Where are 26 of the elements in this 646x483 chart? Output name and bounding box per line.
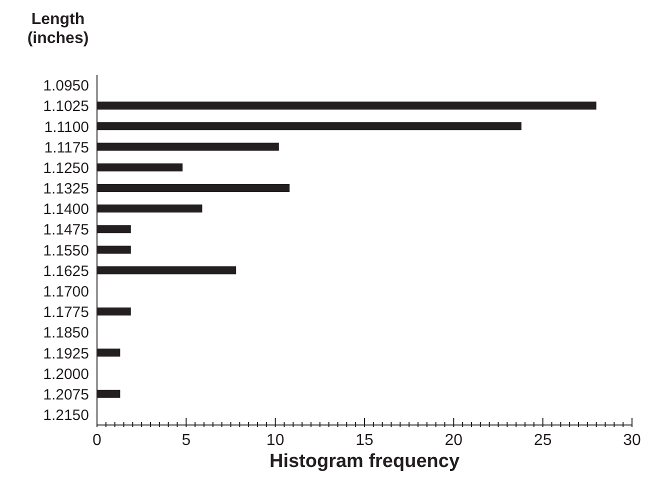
y-tick-label: 1.1475 [43, 222, 89, 239]
x-tick-label: 5 [182, 432, 191, 449]
y-tick-label: 1.0950 [43, 78, 89, 95]
y-tick-label: 1.1625 [43, 262, 89, 280]
y-tick-label: 1.1550 [43, 242, 89, 260]
y-tick-label: 1.2150 [43, 407, 89, 424]
x-tick-label: 20 [444, 432, 463, 449]
y-tick-label: 1.1850 [43, 324, 89, 342]
y-tick-label: 1.1700 [43, 284, 89, 300]
x-tick-label: 30 [623, 432, 641, 449]
y-tick-label: 1.1025 [43, 98, 89, 116]
x-tick-label: 0 [92, 432, 102, 449]
y-tick-label: 1.1775 [43, 304, 89, 322]
x-tick-label: 25 [534, 432, 552, 449]
y-tick-label: 1.2000 [43, 366, 89, 383]
y-tick-label: 1.1925 [43, 345, 89, 362]
y-tick-label: 1.1175 [44, 139, 89, 156]
y-tick-label: 1.1400 [43, 201, 89, 218]
y-tick-label: 1.2075 [43, 386, 89, 404]
y-tick-label: 1.1325 [43, 180, 89, 198]
x-tick-label: 15 [356, 432, 374, 449]
y-axis-title: Length (inches) [26, 10, 90, 48]
y-tick-label: 1.1250 [43, 160, 89, 177]
x-tick-label: 10 [266, 432, 284, 449]
x-axis-title: Histogram frequency [268, 451, 461, 473]
y-tick-label: 1.1100 [44, 118, 89, 136]
